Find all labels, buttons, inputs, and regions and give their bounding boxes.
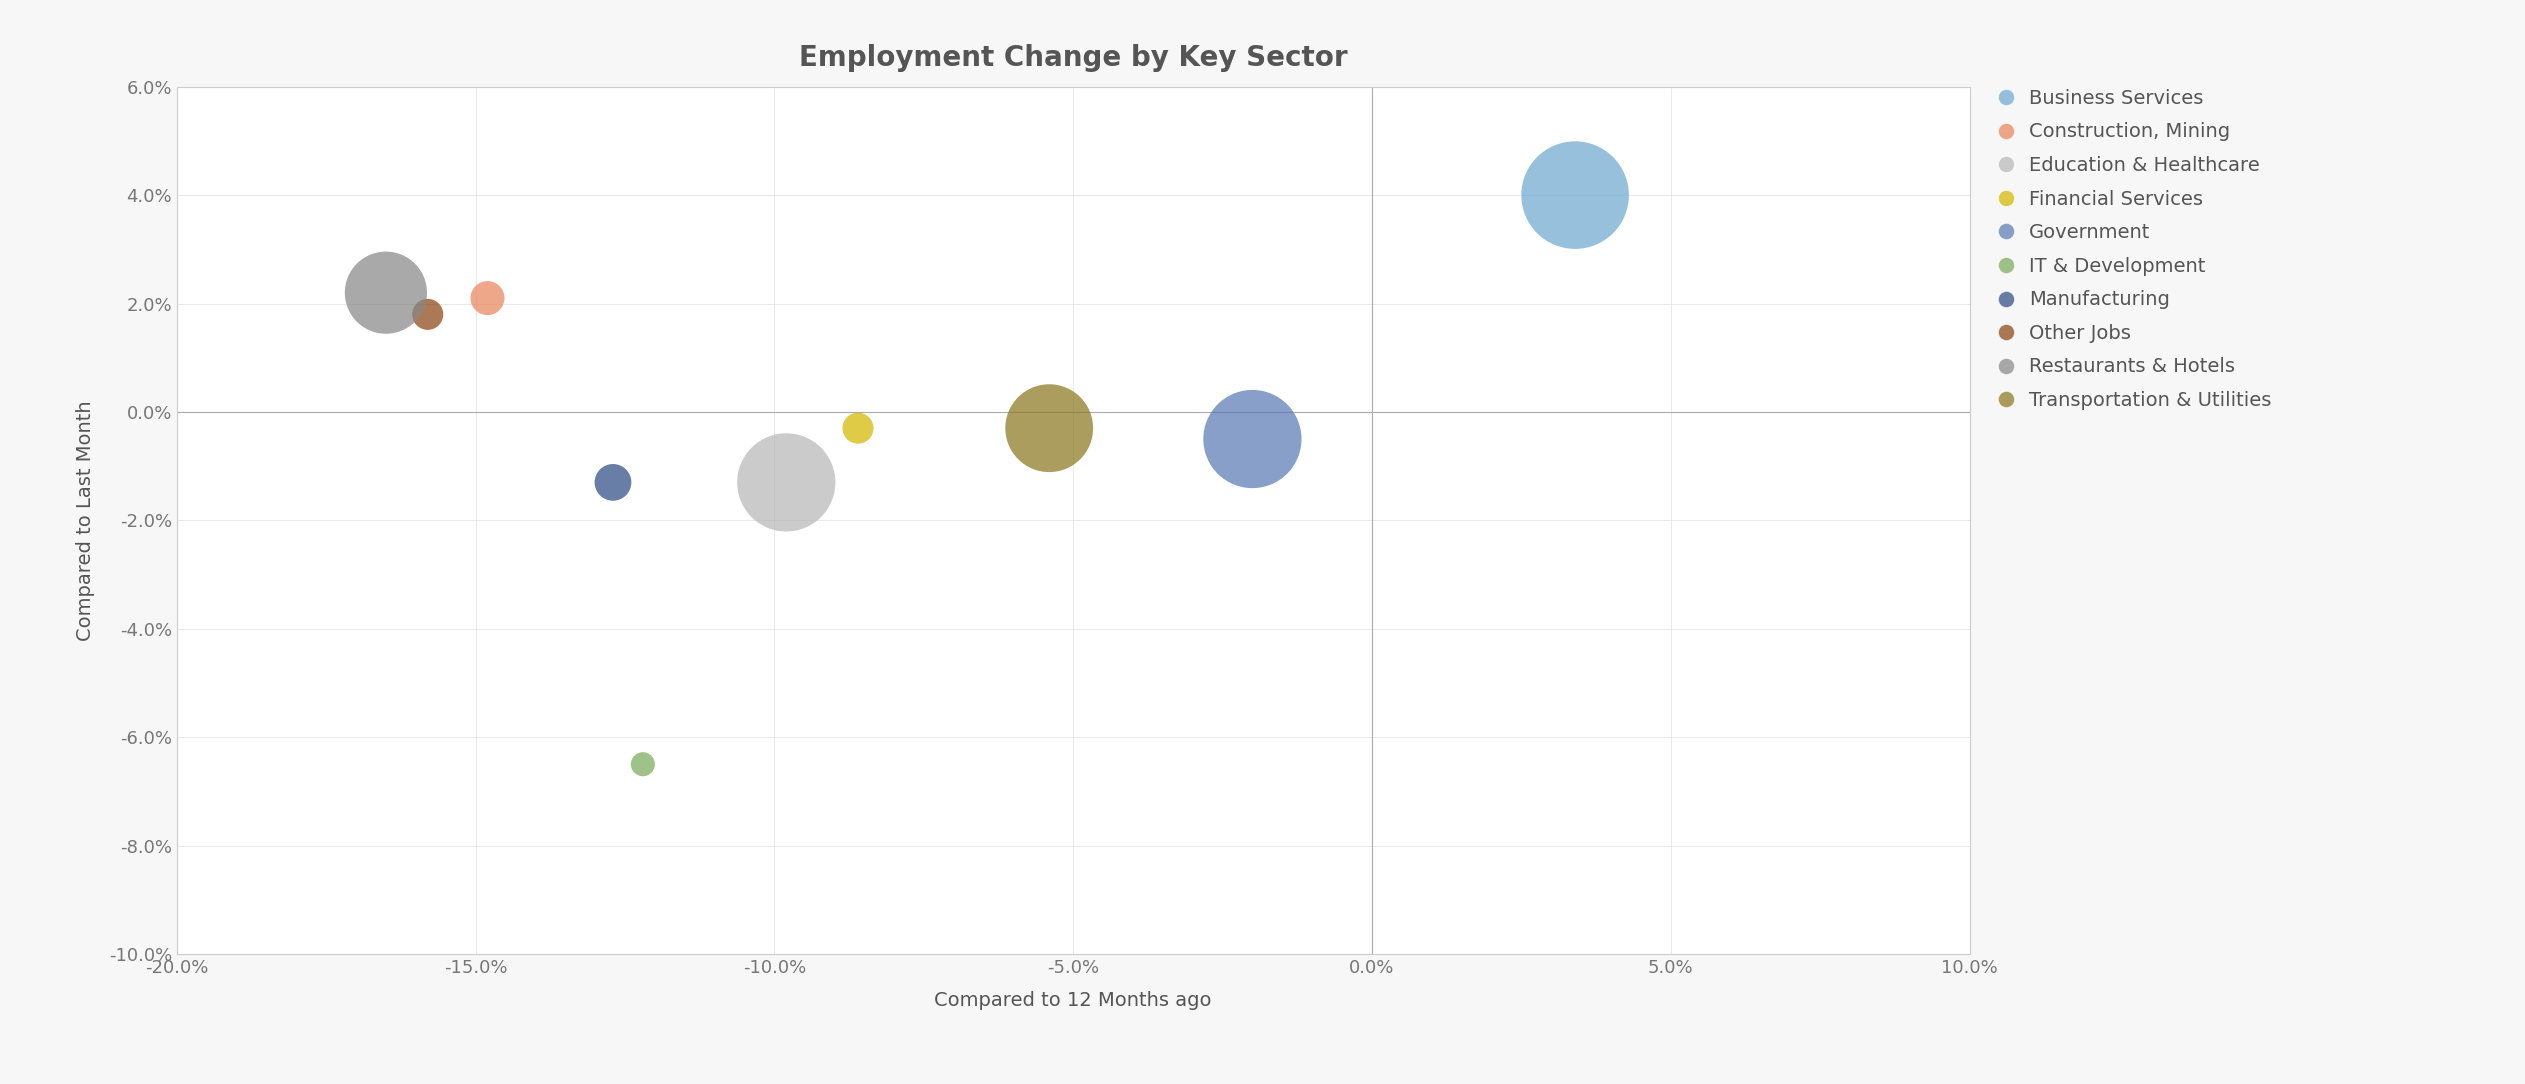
Education & Healthcare [765, 474, 805, 491]
Business Services [1555, 186, 1596, 204]
Construction, Mining [467, 289, 508, 307]
Title: Employment Change by Key Sector: Employment Change by Key Sector [798, 43, 1348, 72]
Restaurants & Hotels [366, 284, 407, 301]
Financial Services [838, 420, 879, 437]
X-axis label: Compared to 12 Months ago: Compared to 12 Months ago [934, 991, 1212, 1009]
Y-axis label: Compared to Last Month: Compared to Last Month [76, 400, 96, 641]
Legend: Business Services, Construction, Mining, Education & Healthcare, Financial Servi: Business Services, Construction, Mining,… [1987, 79, 2280, 420]
IT & Development [624, 756, 664, 773]
Government [1232, 430, 1273, 448]
Other Jobs [407, 306, 447, 323]
Manufacturing [593, 474, 634, 491]
Transportation & Utilities [1030, 420, 1071, 437]
